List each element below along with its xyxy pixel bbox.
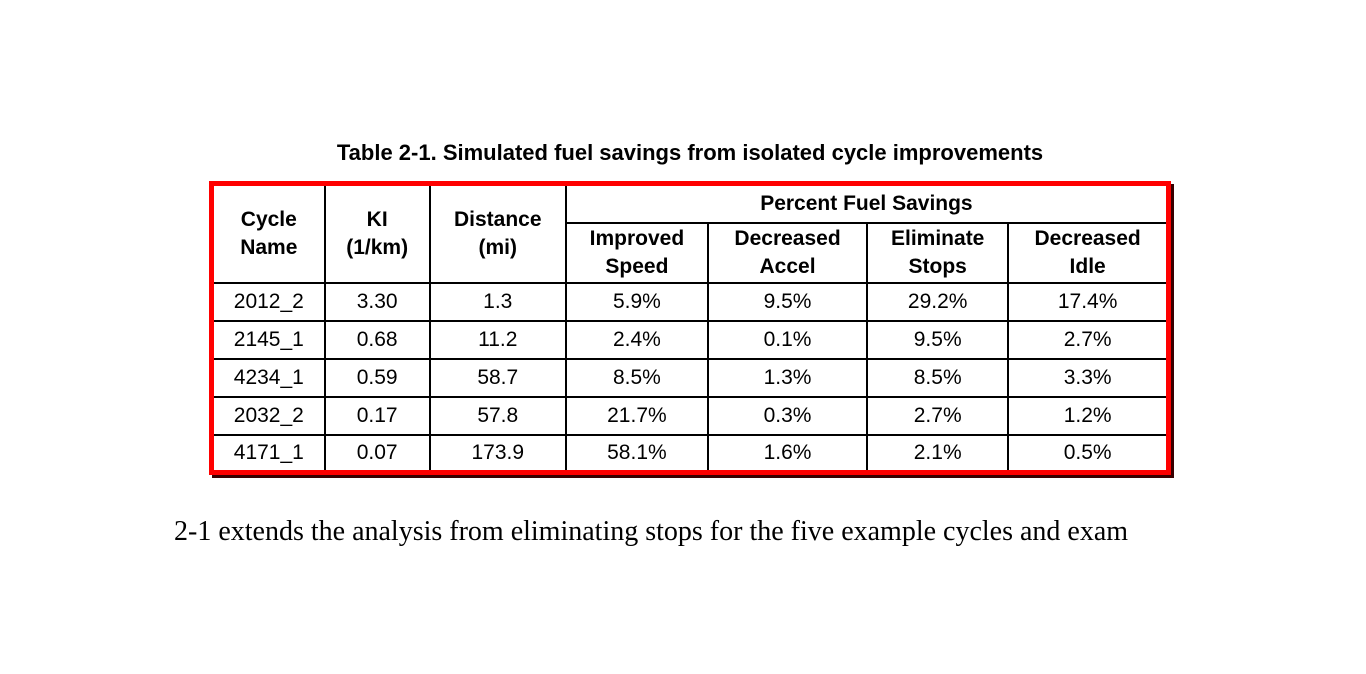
cell-eliminate-stops: 29.2% xyxy=(866,281,1010,322)
cell-decreased-idle: 0.5% xyxy=(1007,433,1170,474)
cell-distance: 58.7 xyxy=(428,357,567,398)
column-header-cycle-name: Cycle Name xyxy=(210,182,326,284)
cell-decreased-accel: 1.3% xyxy=(706,357,869,398)
cell-decreased-idle: 17.4% xyxy=(1007,281,1170,322)
cell-decreased-idle: 2.7% xyxy=(1007,319,1170,360)
cell-decreased-idle: 1.2% xyxy=(1007,395,1170,436)
column-header-decreased-accel: Decreased Accel xyxy=(706,221,869,284)
cell-eliminate-stops: 8.5% xyxy=(866,357,1010,398)
cell-distance: 11.2 xyxy=(428,319,567,360)
cell-ki: 0.17 xyxy=(323,395,431,436)
column-group-header-percent-fuel-savings: Percent Fuel Savings xyxy=(564,182,1170,224)
cell-cycle-name: 4234_1 xyxy=(210,357,326,398)
column-header-decreased-idle: Decreased Idle xyxy=(1007,221,1170,284)
cell-eliminate-stops: 2.1% xyxy=(866,433,1010,474)
table-caption: Table 2-1. Simulated fuel savings from i… xyxy=(336,140,1044,165)
cell-cycle-name: 4171_1 xyxy=(210,433,326,474)
cell-cycle-name: 2032_2 xyxy=(210,395,326,436)
column-header-eliminate-stops: Eliminate Stops xyxy=(866,221,1010,284)
cell-improved-speed: 5.9% xyxy=(564,281,709,322)
table-row: 2012_2 3.30 1.3 5.9% 9.5% 29.2% 17.4% xyxy=(210,281,1170,322)
cell-improved-speed: 8.5% xyxy=(564,357,709,398)
fuel-savings-table: Cycle Name KI (1/km) Distance (mi) Perce… xyxy=(209,181,1171,475)
cell-ki: 3.30 xyxy=(323,281,431,322)
cell-ki: 0.59 xyxy=(323,357,431,398)
table-row: 2145_1 0.68 11.2 2.4% 0.1% 9.5% 2.7% xyxy=(210,319,1170,360)
header-row-group: Cycle Name KI (1/km) Distance (mi) Perce… xyxy=(210,182,1170,284)
cell-ki: 0.68 xyxy=(323,319,431,360)
paragraph-text: 2-1 extends the analysis from eliminatin… xyxy=(174,516,1129,547)
cell-decreased-accel: 9.5% xyxy=(706,281,869,322)
cell-ki: 0.07 xyxy=(323,433,431,474)
cell-improved-speed: 21.7% xyxy=(564,395,709,436)
cell-decreased-accel: 0.1% xyxy=(706,319,869,360)
table-row: 4171_1 0.07 173.9 58.1% 1.6% 2.1% 0.5% xyxy=(210,433,1170,474)
cell-distance: 1.3 xyxy=(428,281,567,322)
cell-improved-speed: 58.1% xyxy=(564,433,709,474)
cell-decreased-accel: 1.6% xyxy=(706,433,869,474)
cell-improved-speed: 2.4% xyxy=(564,319,709,360)
cell-eliminate-stops: 9.5% xyxy=(866,319,1010,360)
cell-decreased-accel: 0.3% xyxy=(706,395,869,436)
cell-eliminate-stops: 2.7% xyxy=(866,395,1010,436)
table-row: 4234_1 0.59 58.7 8.5% 1.3% 8.5% 3.3% xyxy=(210,357,1170,398)
cell-distance: 173.9 xyxy=(428,433,567,474)
column-header-distance: Distance (mi) xyxy=(428,182,567,284)
cell-distance: 57.8 xyxy=(428,395,567,436)
header-row-sub: Improved Speed Decreased Accel Eliminate… xyxy=(212,221,1170,284)
table-row: 2032_2 0.17 57.8 21.7% 0.3% 2.7% 1.2% xyxy=(210,395,1170,436)
column-header-improved-speed: Improved Speed xyxy=(564,221,709,284)
cell-decreased-idle: 3.3% xyxy=(1007,357,1170,398)
cell-cycle-name: 2145_1 xyxy=(210,319,326,360)
cell-cycle-name: 2012_2 xyxy=(210,281,326,322)
column-header-ki: KI (1/km) xyxy=(323,182,431,284)
